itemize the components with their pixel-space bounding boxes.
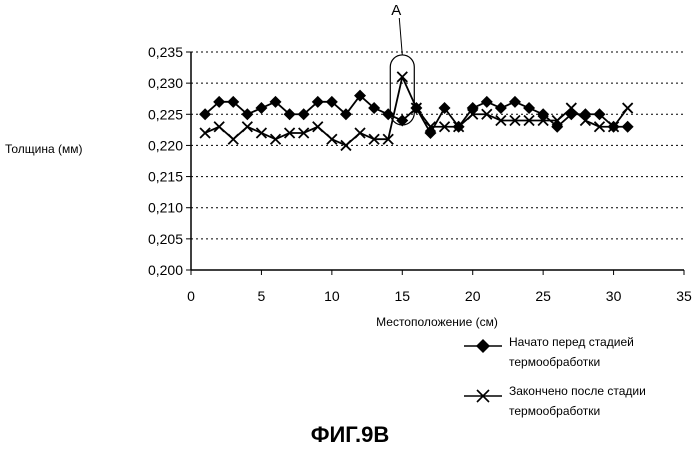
y-tick-label: 0,225	[148, 106, 183, 122]
annotation-label: A	[391, 2, 401, 19]
series-2-point	[271, 134, 281, 144]
y-tick-label: 0,205	[148, 231, 183, 247]
x-tick-label: 35	[676, 288, 692, 304]
legend-series-1-line-2: термообработки	[509, 355, 600, 369]
series-1-point	[255, 102, 267, 114]
grid-lines	[191, 52, 684, 239]
y-tick-label: 0,230	[148, 75, 183, 91]
series-1-point	[481, 96, 493, 108]
annotation: A	[390, 2, 414, 125]
y-axis-label: Толщина (мм)	[5, 142, 83, 156]
legend-series-2-line-2: термообработки	[509, 404, 600, 418]
series-2-point	[313, 122, 323, 132]
legend: Начато перед стадией термообработки Зако…	[464, 335, 646, 418]
legend-marker-diamond	[476, 339, 490, 353]
series-2-point	[214, 122, 224, 132]
legend-series-1-line-1: Начато перед стадией	[509, 335, 634, 349]
x-tick-label: 10	[324, 288, 340, 304]
axes	[186, 52, 684, 275]
annotation-leader-line	[399, 18, 402, 55]
series-1-point	[424, 127, 436, 139]
y-tick-label: 0,235	[148, 44, 183, 60]
y-tick-label: 0,200	[148, 262, 183, 278]
y-tick-label: 0,210	[148, 200, 183, 216]
data-series	[199, 72, 634, 151]
series-1-point	[523, 102, 535, 114]
legend-series-2-line-1: Закончено после стадии	[509, 384, 646, 398]
x-tick-labels: 0 5 10 15 20 25 30 35	[187, 288, 692, 304]
x-tick-label: 30	[606, 288, 622, 304]
x-tick-label: 20	[465, 288, 481, 304]
x-tick-label: 5	[258, 288, 266, 304]
series-2-point	[228, 134, 238, 144]
x-tick-label: 25	[535, 288, 551, 304]
series-2-point	[355, 128, 365, 138]
series-2-point	[623, 103, 633, 113]
x-tick-label: 15	[394, 288, 410, 304]
series-1-point	[509, 96, 521, 108]
series-1-point	[495, 102, 507, 114]
y-tick-label: 0,215	[148, 169, 183, 185]
y-tick-label: 0,220	[148, 137, 183, 153]
y-tick-labels: 0,200 0,205 0,210 0,215 0,220 0,225 0,230 0,235	[148, 44, 183, 278]
series-2-point	[242, 122, 252, 132]
x-axis-label: Местоположение (см)	[376, 315, 498, 329]
x-tick-label: 0	[187, 288, 195, 304]
series-2-point	[200, 128, 210, 138]
series-1-point	[579, 108, 591, 120]
figure-caption: ФИГ.9В	[311, 422, 390, 447]
series-2-point	[327, 134, 337, 144]
series-2-point	[256, 128, 266, 138]
series-1-point	[622, 121, 634, 133]
